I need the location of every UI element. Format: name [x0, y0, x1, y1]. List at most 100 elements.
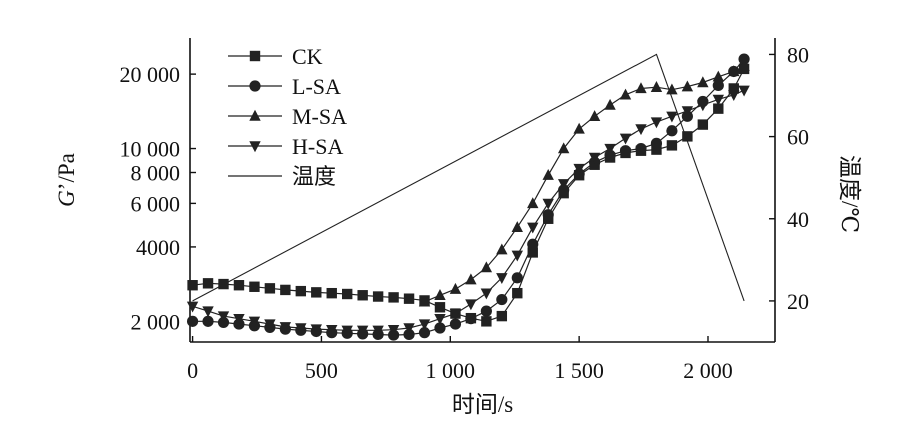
legend-marker [249, 109, 261, 121]
data-point-h-sa [295, 323, 307, 335]
data-point-m-sa [465, 273, 477, 285]
data-point-h-sa [738, 85, 750, 97]
y-right-tick-label: 60 [787, 125, 809, 150]
data-point-ck [527, 247, 538, 258]
data-point-ck [496, 310, 508, 322]
data-point-m-sa [418, 295, 431, 307]
y-left-tick-label: 6 000 [131, 191, 181, 216]
data-point-h-sa [264, 319, 276, 331]
data-point-h-sa [217, 311, 230, 323]
series-ck [187, 63, 750, 327]
legend-marker [249, 50, 261, 62]
data-point-l-sa [604, 149, 616, 161]
data-point-m-sa [619, 88, 632, 100]
data-point-l-sa [738, 53, 750, 65]
data-point-h-sa [356, 325, 369, 337]
legend-layer: CK L-SA M-SA H-SA 温度 [228, 44, 347, 189]
data-point-ck [481, 316, 492, 327]
legend-entry-temperature: 温度 [228, 164, 336, 189]
series-temperature [192, 53, 745, 302]
data-point-h-sa [434, 313, 446, 325]
data-point-m-sa [449, 282, 462, 294]
data-point-h-sa [557, 179, 570, 191]
data-point-m-sa [681, 80, 694, 92]
data-point-h-sa [681, 106, 694, 118]
data-point-m-sa [480, 261, 493, 273]
data-point-h-sa [697, 100, 709, 112]
data-point-h-sa [527, 222, 539, 234]
data-point-l-sa [480, 305, 492, 317]
data-point-m-sa [557, 142, 570, 154]
data-point-m-sa [496, 243, 508, 255]
legend-label: H-SA [292, 134, 343, 159]
data-point-h-sa [310, 324, 322, 336]
data-point-h-sa [233, 313, 245, 325]
data-point-ck [512, 287, 523, 299]
data-point-m-sa [650, 81, 663, 92]
data-point-h-sa [728, 90, 740, 101]
data-point-h-sa [604, 143, 616, 155]
data-point-h-sa [449, 308, 462, 320]
data-point-m-sa [511, 221, 523, 233]
data-point-l-sa [511, 272, 523, 284]
y-left-tick-label: 4000 [136, 235, 180, 260]
data-point-h-sa [619, 133, 632, 145]
data-point-h-sa [341, 325, 353, 337]
data-point-m-sa [604, 98, 616, 110]
data-point-h-sa [496, 273, 508, 285]
data-point-l-sa [619, 145, 632, 157]
data-point-h-sa [650, 117, 663, 129]
legend-marker [249, 80, 261, 92]
legend-label: L-SA [292, 74, 341, 99]
y-axis-right-title: 温度/℃ [837, 155, 862, 233]
y-left-tick-label: 20 000 [120, 62, 181, 87]
data-point-m-sa [697, 76, 709, 88]
data-point-ck [187, 280, 198, 291]
legend-marker [249, 141, 261, 153]
data-point-l-sa [217, 316, 230, 329]
y-right-tick-label: 80 [787, 42, 809, 67]
legend-label: CK [292, 44, 323, 69]
data-point-ck [311, 287, 322, 298]
series-line-h-sa [192, 89, 745, 331]
x-tick-label: 1 500 [554, 358, 604, 383]
data-point-ck [682, 131, 693, 142]
x-axis-title: 时间/s [452, 392, 513, 417]
data-point-h-sa [202, 306, 214, 318]
data-point-l-sa [650, 137, 663, 149]
data-point-m-sa [573, 122, 585, 134]
data-point-l-sa [418, 327, 431, 339]
data-point-l-sa [527, 238, 539, 250]
x-tick-label: 1 000 [426, 358, 476, 383]
data-point-m-sa [434, 289, 446, 300]
data-point-h-sa [387, 325, 400, 336]
y-left-tick-label: 10 000 [120, 137, 181, 162]
data-point-ck [202, 278, 214, 289]
series-m-sa [418, 60, 750, 307]
data-point-l-sa [635, 142, 647, 155]
data-point-ck [434, 302, 446, 313]
data-point-m-sa [527, 197, 539, 209]
data-point-h-sa [418, 319, 431, 331]
data-point-m-sa [588, 110, 601, 122]
data-point-l-sa [666, 125, 678, 137]
legend-entry-m-sa: M-SA [228, 104, 347, 129]
data-point-ck [666, 140, 678, 151]
data-point-l-sa [712, 79, 724, 92]
y-left-tick-label: 2 000 [131, 309, 181, 334]
data-point-h-sa [186, 301, 199, 313]
data-point-h-sa [542, 198, 554, 210]
data-point-ck [233, 280, 245, 291]
series-line-l-sa [192, 58, 745, 336]
series-h-sa [186, 85, 750, 337]
data-point-ck [713, 103, 724, 114]
data-point-ck [342, 288, 353, 300]
data-point-ck [372, 291, 384, 302]
data-point-m-sa [728, 65, 740, 77]
data-point-m-sa [542, 169, 554, 180]
data-point-h-sa [372, 325, 384, 337]
series-line-temperature [192, 53, 745, 302]
y-axis-left-title: G’/Pa [54, 153, 79, 207]
